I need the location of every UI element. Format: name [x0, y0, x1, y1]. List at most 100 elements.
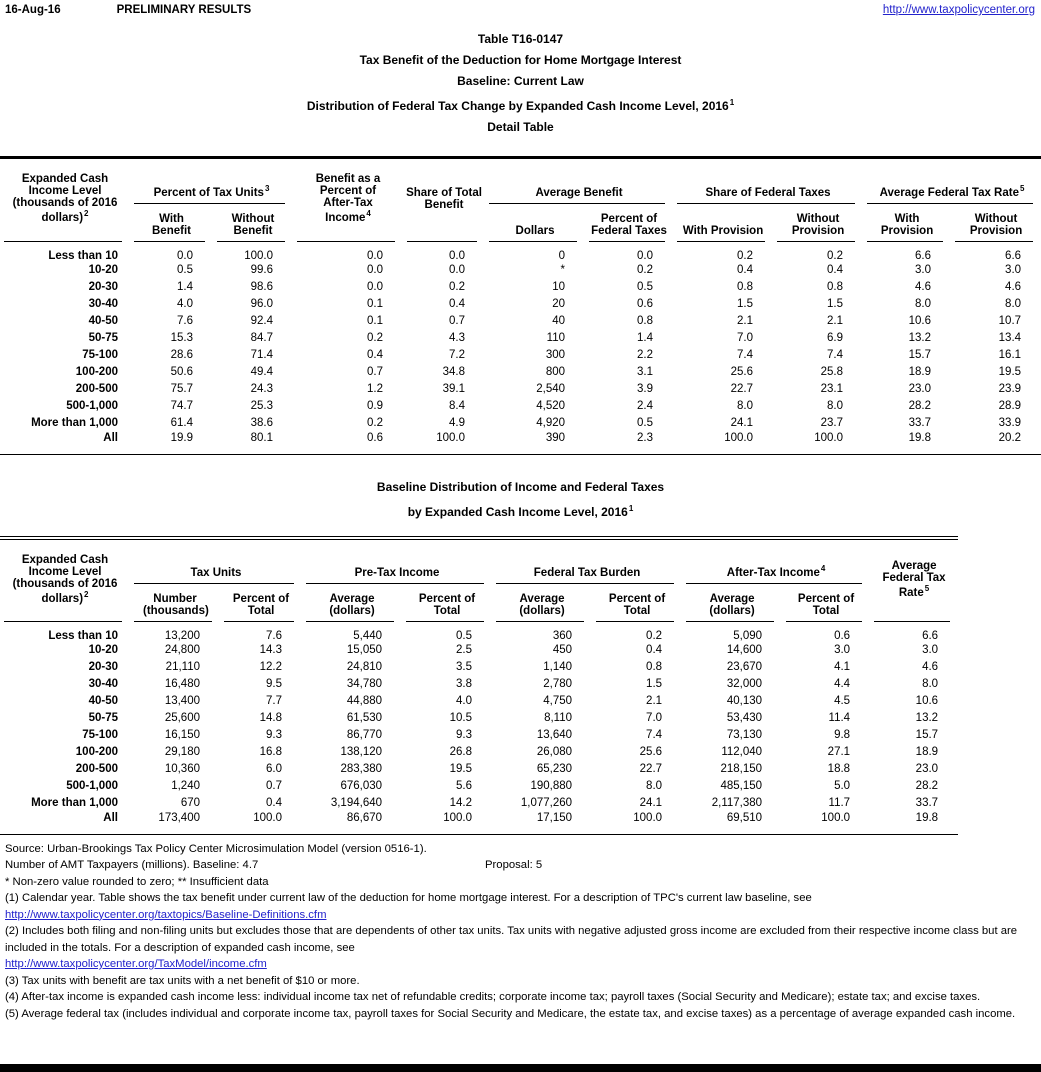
table-cell: 0.7 — [266, 780, 283, 792]
col-header-percent-federal-taxes: Percent of Federal Taxes — [585, 204, 673, 242]
table-cell: 80.1 — [250, 431, 274, 444]
table-cell: 92.4 — [250, 315, 274, 327]
table-cell: 1,140 — [543, 661, 573, 673]
table-cell: 6.9 — [827, 332, 844, 344]
col-header-average-dollars: Average (dollars) — [682, 584, 782, 622]
row-label: Less than 10 — [48, 249, 118, 262]
table-cell: 16.8 — [259, 746, 283, 758]
table-cell: 100.0 — [436, 431, 466, 444]
table-cell: 4.9 — [449, 417, 466, 429]
table-cell: 29,180 — [164, 746, 200, 758]
table-row: 40-50 13,400 7.7 44,880 4.0 4,750 2.1 40,130 4.5… — [0, 693, 958, 710]
table-cell: 11.7 — [828, 797, 851, 809]
col-group-federal-tax-burden: Federal Tax Burden — [492, 538, 682, 584]
row-label: 100-200 — [75, 366, 118, 378]
table-cell: 4.4 — [834, 678, 851, 690]
title-block: Table T16-0147 Tax Benefit of the Deduct… — [0, 29, 1041, 138]
table-cell: 450 — [552, 644, 573, 656]
table-cell: 61.4 — [170, 417, 193, 429]
table-cell: 0.5 — [637, 281, 654, 293]
table-cell: 2.1 — [646, 695, 663, 707]
row-label: All — [103, 431, 118, 444]
table-cell: 0.7 — [367, 366, 384, 378]
table-cell: 25.6 — [639, 746, 663, 758]
table-cell: 10 — [552, 281, 566, 293]
income-definition-link[interactable]: http://www.taxpolicycenter.org/TaxModel/… — [5, 958, 267, 970]
table-cell: 1,077,260 — [520, 797, 573, 809]
table-cell: 4.1 — [834, 661, 851, 673]
table-cell: 0.5 — [177, 264, 193, 276]
table-cell: 112,040 — [721, 746, 763, 758]
table-cell: 19.5 — [449, 763, 473, 775]
col-header-income-level: Expanded Cash Income Level (thousands of… — [0, 538, 130, 622]
legend-note: * Non-zero value rounded to zero; ** Ins… — [5, 875, 269, 888]
table-cell: 34.8 — [442, 366, 466, 378]
footnote-5: (5) Average federal tax (includes indivi… — [5, 1007, 1016, 1020]
row-label: Less than 10 — [48, 629, 118, 642]
table-cell: 360 — [552, 629, 573, 642]
table-cell: 40 — [552, 315, 566, 327]
table-cell: 18.8 — [827, 763, 851, 775]
table-cell: 16,150 — [164, 729, 200, 741]
table-row: More than 1,000 670 0.4 3,194,640 14.2 1,077,… — [0, 795, 958, 812]
table-cell: 0.2 — [637, 264, 654, 276]
table-cell: 8.0 — [1005, 298, 1022, 310]
table-cell: 0.9 — [367, 400, 384, 412]
table-cell: 283,380 — [340, 763, 383, 775]
table-row: Less than 10 13,200 7.6 5,440 0.5 360 0.2 5,090… — [0, 622, 958, 642]
taxpolicycenter-link[interactable]: http://www.taxpolicycenter.org — [882, 4, 1035, 16]
table-cell: 7.2 — [449, 349, 466, 361]
table-cell: 24.3 — [250, 383, 274, 395]
row-label: More than 1,000 — [31, 797, 118, 809]
table-cell: 138,120 — [340, 746, 383, 758]
table-cell: 0.8 — [646, 661, 663, 673]
baseline-table: Expanded Cash Income Level (thousands of… — [0, 535, 959, 835]
table-cell: 13,200 — [164, 629, 200, 642]
table-cell: 44,880 — [346, 695, 383, 707]
footnote-4: (4) After-tax income is expanded cash in… — [5, 991, 981, 1003]
table-row: 50-75 15.3 84.7 0.2 4.3 110 1.4 7.0 6.9 13.2 13.4 — [0, 330, 1041, 347]
row-label: 50-75 — [88, 332, 118, 344]
table-cell: 2.3 — [637, 431, 654, 444]
table-cell: 0.0 — [177, 249, 193, 262]
detail-table: Expanded Cash Income Level (thousands of… — [0, 156, 1041, 455]
baseline-definitions-link[interactable]: http://www.taxpolicycenter.org/taxtopics… — [5, 908, 327, 921]
table-row: 75-100 28.6 71.4 0.4 7.2 300 2.2 7.4 7.4 15.7 16.1 — [0, 347, 1041, 364]
table-cell: 1.5 — [737, 298, 754, 310]
table-subject-title: Tax Benefit of the Deduction for Home Mo… — [359, 53, 682, 67]
table-row: 50-75 25,600 14.8 61,530 10.5 8,110 7.0 53,430 1… — [0, 710, 958, 727]
table-cell: 9.3 — [456, 729, 473, 741]
col-header-share-without-provision: Without Provision — [773, 204, 863, 242]
col-header-share-with-provision: With Provision — [673, 204, 773, 242]
col-header-percent-of-total: Percent of Total — [782, 584, 870, 622]
table-cell: 13,640 — [536, 729, 573, 741]
table-cell: 86,770 — [346, 729, 383, 741]
table-cell: 25.6 — [730, 366, 754, 378]
table-cell: 2.2 — [637, 349, 654, 361]
table-cell: 5,440 — [353, 629, 383, 642]
table-cell: 26,080 — [536, 746, 573, 758]
row-label: 100-200 — [75, 746, 118, 758]
col-header-number-thousands: Number (thousands) — [130, 584, 220, 622]
table-cell: 8.0 — [827, 400, 844, 412]
table-cell: 24.1 — [639, 797, 663, 809]
col-header-dollars: Dollars — [485, 204, 585, 242]
table-cell: 50.6 — [170, 366, 193, 378]
row-label: 75-100 — [82, 349, 118, 361]
col-header-benefit-percent-after-tax-income: Benefit as a Percent of After-Tax Income… — [293, 158, 403, 242]
row-label: 200-500 — [75, 383, 118, 395]
table-cell: * — [560, 264, 566, 276]
table-cell: 670 — [180, 797, 200, 809]
table-cell: 0.2 — [646, 629, 663, 642]
table-cell: 10.7 — [998, 315, 1022, 327]
col-group-after-tax-income: After-Tax Income4 — [682, 538, 870, 584]
col-group-average-federal-tax-rate: Average Federal Tax Rate5 — [863, 158, 1041, 204]
table-cell: 0.5 — [456, 629, 473, 642]
table-cell: 98.6 — [250, 281, 274, 293]
table-cell: 69,510 — [726, 811, 763, 824]
table-cell: 7.4 — [827, 349, 844, 361]
table-cell: 7.6 — [177, 315, 193, 327]
footnote-2: (2) Includes both filing and non-filing … — [5, 925, 1018, 954]
row-label: 20-30 — [88, 281, 118, 293]
